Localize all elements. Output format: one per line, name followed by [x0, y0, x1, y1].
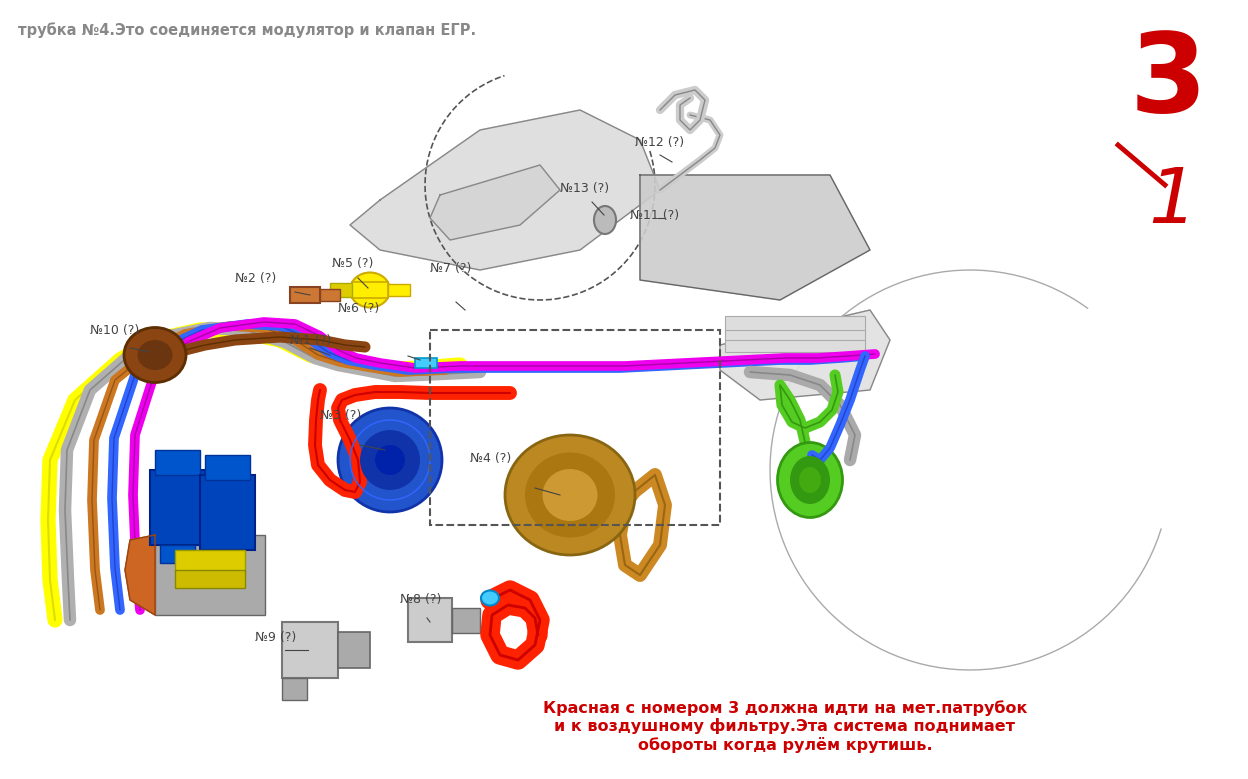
- Bar: [329, 283, 352, 297]
- Ellipse shape: [349, 273, 389, 308]
- Bar: [725, 316, 865, 334]
- Ellipse shape: [799, 467, 821, 493]
- Text: трубка №4.Это соединяется модулятор и клапан ЕГР.: трубка №4.Это соединяется модулятор и кл…: [17, 22, 477, 37]
- Polygon shape: [431, 165, 560, 240]
- Bar: [352, 282, 388, 298]
- Text: №12 (?): №12 (?): [635, 136, 684, 149]
- Text: №6 (?): №6 (?): [338, 301, 379, 315]
- Text: №9 (?): №9 (?): [255, 632, 296, 644]
- Ellipse shape: [505, 435, 635, 555]
- Bar: [725, 330, 865, 344]
- Ellipse shape: [543, 469, 598, 521]
- Ellipse shape: [124, 327, 186, 382]
- Bar: [290, 287, 319, 303]
- Bar: [160, 545, 195, 563]
- Bar: [338, 632, 369, 668]
- Text: №11 (?): №11 (?): [630, 209, 679, 221]
- Text: №7 (?): №7 (?): [431, 262, 472, 274]
- Text: №8 (?): №8 (?): [401, 594, 442, 607]
- Ellipse shape: [778, 442, 842, 517]
- Bar: [431, 330, 720, 525]
- Text: №5 (?): №5 (?): [332, 256, 373, 270]
- Ellipse shape: [525, 453, 615, 538]
- Circle shape: [359, 430, 421, 490]
- Bar: [416, 358, 437, 368]
- Polygon shape: [349, 110, 660, 270]
- Text: №13 (?): №13 (?): [560, 182, 609, 195]
- Bar: [282, 622, 338, 678]
- Polygon shape: [720, 310, 890, 400]
- Bar: [155, 535, 265, 615]
- Ellipse shape: [137, 340, 172, 370]
- Circle shape: [374, 445, 406, 475]
- Text: №4 (?): №4 (?): [470, 452, 512, 464]
- Text: №10 (?): №10 (?): [90, 323, 140, 337]
- Ellipse shape: [790, 456, 830, 504]
- Bar: [175, 550, 245, 572]
- Ellipse shape: [480, 590, 499, 605]
- Text: №2 (?): №2 (?): [235, 272, 276, 284]
- Circle shape: [338, 408, 442, 512]
- Bar: [175, 570, 245, 588]
- Text: 1: 1: [1148, 165, 1197, 239]
- Bar: [282, 678, 307, 700]
- Ellipse shape: [594, 206, 617, 234]
- Bar: [200, 475, 255, 550]
- Bar: [388, 284, 411, 296]
- Text: Красная с номером 3 должна идти на мет.патрубок
и к воздушному фильтру.Эта систе: Красная с номером 3 должна идти на мет.п…: [543, 700, 1027, 753]
- Text: №1 (?): №1 (?): [290, 333, 331, 347]
- Bar: [319, 289, 339, 301]
- Text: №3 (?): №3 (?): [319, 408, 361, 421]
- Bar: [452, 608, 480, 633]
- Bar: [150, 470, 205, 545]
- Polygon shape: [125, 535, 155, 615]
- Bar: [725, 340, 865, 352]
- Text: 3: 3: [1129, 28, 1207, 135]
- Bar: [155, 450, 200, 475]
- Polygon shape: [640, 175, 870, 300]
- Bar: [408, 598, 452, 642]
- Bar: [205, 455, 250, 480]
